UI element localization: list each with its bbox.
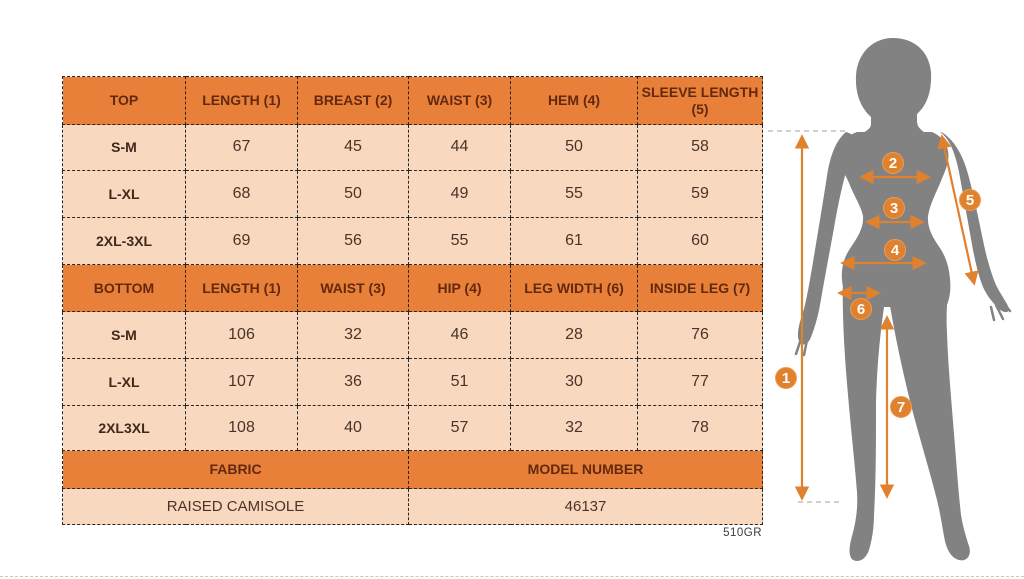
value-cell: 108: [185, 405, 298, 451]
reference-dash-lines: [768, 130, 846, 503]
value-cell: 32: [510, 405, 638, 451]
value-cell: 55: [408, 217, 511, 265]
header-waist-3: WAIST (3): [408, 76, 511, 125]
value-cell: 50: [510, 124, 638, 171]
value-cell: 57: [408, 405, 511, 451]
value-cell: 56: [297, 217, 409, 265]
svg-text:6: 6: [857, 301, 865, 318]
value-cell: 67: [185, 124, 298, 171]
value-cell: 78: [637, 405, 763, 451]
value-cell: 46: [408, 311, 511, 359]
size-chart-table: TOP LENGTH (1) BREAST (2) WAIST (3) HEM …: [62, 76, 763, 525]
header-leg-width-6: LEG WIDTH (6): [510, 264, 638, 312]
header-waist-3: WAIST (3): [297, 264, 409, 312]
value-cell: 44: [408, 124, 511, 171]
value-cell: 36: [297, 358, 409, 406]
table-row: L-XL 107 36 51 30 77: [62, 358, 763, 406]
value-cell: 55: [510, 170, 638, 218]
table-row: 2XL3XL 108 40 57 32 78: [62, 405, 763, 451]
measurement-figure: 1 2 3 4 5 6 7: [768, 38, 1012, 561]
model-number-label: MODEL NUMBER: [408, 450, 763, 489]
value-cell: 30: [510, 358, 638, 406]
svg-text:3: 3: [890, 200, 898, 217]
value-cell: 58: [637, 124, 763, 171]
svg-text:4: 4: [891, 242, 900, 259]
table-row: S-M 67 45 44 50 58: [62, 124, 763, 171]
arrow-5-sleeve: [937, 134, 979, 286]
marker-4-badge: 4: [884, 239, 906, 261]
silhouette-left-leg: [842, 278, 886, 561]
value-cell: 68: [185, 170, 298, 218]
value-cell: 106: [185, 311, 298, 359]
size-cell: 2XL3XL: [62, 405, 186, 451]
table-row: S-M 106 32 46 28 76: [62, 311, 763, 359]
marker-badges: 1 2 3 4 5 6 7: [775, 152, 981, 418]
svg-text:7: 7: [897, 399, 905, 416]
female-silhouette-icon: [794, 38, 1012, 561]
marker-2-badge: 2: [882, 152, 904, 174]
value-cell: 40: [297, 405, 409, 451]
marker-5-badge: 5: [959, 189, 981, 211]
silhouette-right-leg: [888, 286, 970, 561]
header-length-1: LENGTH (1): [185, 76, 298, 125]
size-cell: 2XL-3XL: [62, 217, 186, 265]
style-code-footnote: 510GR: [723, 527, 762, 539]
svg-text:1: 1: [782, 370, 790, 387]
header-sleeve-length-5: SLEEVE LENGTH (5): [637, 76, 763, 125]
value-cell: 50: [297, 170, 409, 218]
footer-value-row: RAISED CAMISOLE 46137: [62, 488, 763, 525]
value-cell: 77: [637, 358, 763, 406]
value-cell: 49: [408, 170, 511, 218]
header-breast-2: BREAST (2): [297, 76, 409, 125]
value-cell: 61: [510, 217, 638, 265]
header-length-1: LENGTH (1): [185, 264, 298, 312]
fabric-label: FABRIC: [62, 450, 409, 489]
measurement-arrows: [794, 134, 979, 501]
svg-text:5: 5: [966, 192, 974, 209]
fabric-value: RAISED CAMISOLE: [62, 488, 409, 525]
header-inside-leg-7: INSIDE LEG (7): [637, 264, 763, 312]
value-cell: 107: [185, 358, 298, 406]
size-cell: S-M: [62, 124, 186, 171]
value-cell: 60: [637, 217, 763, 265]
model-number-value: 46137: [408, 488, 763, 525]
value-cell: 45: [297, 124, 409, 171]
svg-text:2: 2: [889, 155, 897, 172]
header-top: TOP: [62, 76, 186, 125]
header-hip-4: HIP (4): [408, 264, 511, 312]
size-cell: L-XL: [62, 170, 186, 218]
size-cell: L-XL: [62, 358, 186, 406]
marker-7-badge: 7: [890, 396, 912, 418]
value-cell: 28: [510, 311, 638, 359]
value-cell: 51: [408, 358, 511, 406]
value-cell: 32: [297, 311, 409, 359]
silhouette-left-arm: [797, 132, 859, 345]
value-cell: 76: [637, 311, 763, 359]
marker-1-badge: 1: [775, 367, 797, 389]
bottom-dashed-divider: [0, 576, 1024, 577]
silhouette-head: [855, 38, 932, 136]
marker-6-badge: 6: [850, 298, 872, 320]
table-row: L-XL 68 50 49 55 59: [62, 170, 763, 218]
table-row: 2XL-3XL 69 56 55 61 60: [62, 217, 763, 265]
marker-3-badge: 3: [883, 197, 905, 219]
bottom-header-row: BOTTOM LENGTH (1) WAIST (3) HIP (4) LEG …: [62, 264, 763, 312]
footer-header-row: FABRIC MODEL NUMBER: [62, 450, 763, 489]
value-cell: 59: [637, 170, 763, 218]
size-cell: S-M: [62, 311, 186, 359]
top-header-row: TOP LENGTH (1) BREAST (2) WAIST (3) HEM …: [62, 76, 763, 125]
value-cell: 69: [185, 217, 298, 265]
header-bottom: BOTTOM: [62, 264, 186, 312]
header-hem-4: HEM (4): [510, 76, 638, 125]
